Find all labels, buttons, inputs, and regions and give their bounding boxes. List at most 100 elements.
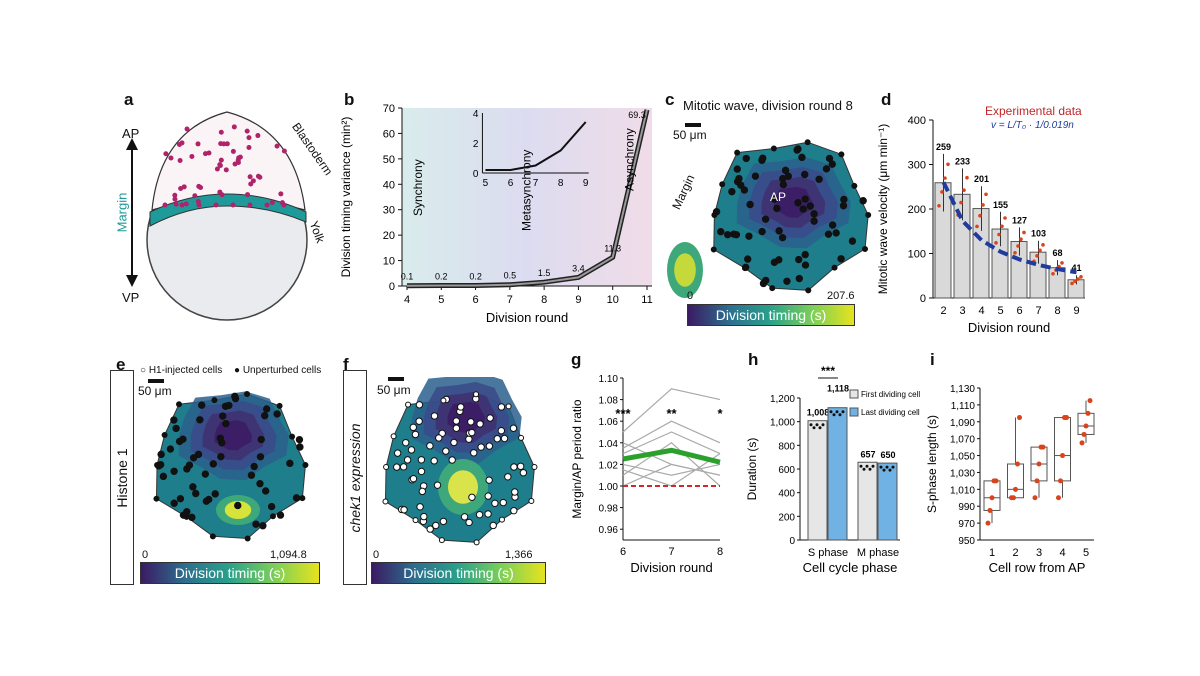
y-tick-label: 1.08	[599, 396, 619, 407]
x-tick-label: 9	[1073, 305, 1079, 317]
zone-asynchrony: Asynchrony	[622, 128, 636, 191]
y-tick-label: 200	[778, 512, 795, 523]
data-point	[809, 423, 813, 427]
data-label: 233	[955, 156, 970, 166]
chart-g: 0.96 0.98 1.00 1.02 1.04 1.06 1.08 1.10 6 *** 7 ** 8…	[570, 374, 723, 575]
data-point	[882, 468, 886, 472]
x-tick-label: 4	[1059, 547, 1065, 559]
map-e-cell	[250, 462, 258, 471]
data-point	[984, 192, 988, 197]
map-f-cell	[485, 442, 494, 450]
x-axis-label: Cell row from AP	[989, 560, 1086, 575]
data-point	[981, 203, 985, 207]
data-point	[1019, 237, 1023, 242]
y-axis-label: Division timing variance (min²)	[339, 117, 353, 278]
map-f-cell	[403, 456, 412, 464]
legend-last: Last dividing cell	[861, 408, 920, 417]
x-axis-label: Division round	[968, 320, 1050, 335]
map-c-cell	[735, 174, 743, 183]
x-tick-label: 5	[997, 305, 1003, 317]
map-f-edge-cell	[383, 464, 390, 470]
cell-nucleus	[255, 133, 261, 139]
map-c-cell	[794, 145, 802, 153]
box	[1007, 463, 1024, 499]
y-axis-label: S-phase length (s)	[925, 415, 939, 513]
map-e-edge-cell	[183, 513, 190, 520]
y-tick-label: 970	[958, 519, 975, 530]
data-label: 0.1	[401, 272, 414, 282]
map-c-cell	[848, 237, 857, 245]
map-c-cell	[728, 187, 736, 196]
margin-nucleus	[179, 202, 185, 208]
panel-c: c Mitotic wave, division round 8 50 μm A…	[665, 90, 875, 335]
panel-d-label: d	[881, 90, 892, 109]
map-c-cell	[737, 181, 745, 189]
map-f-cell	[497, 403, 506, 411]
cell-nucleus	[269, 199, 275, 205]
data-point	[943, 176, 947, 180]
map-f-cell	[470, 449, 478, 457]
y-tick-label: 0	[389, 281, 395, 293]
individual-line	[622, 463, 721, 476]
variance-line	[406, 109, 648, 287]
y-tick-label: 400	[778, 489, 795, 500]
inset-x-tick: 9	[583, 178, 589, 189]
cell-nucleus	[246, 135, 252, 141]
cell-nucleus	[189, 153, 195, 159]
inset-x-tick: 5	[483, 178, 489, 189]
data-point	[1076, 277, 1080, 281]
cbar-min-e: 0	[142, 549, 149, 561]
y-tick-label: 0	[920, 293, 926, 305]
margin-nucleus	[196, 202, 202, 208]
map-e-cell	[296, 443, 304, 451]
x-tick-label: 2	[940, 305, 946, 317]
map-f-cell	[504, 473, 512, 481]
map-f-cell	[468, 493, 476, 501]
map-e-cell	[211, 490, 219, 498]
data-label: 0.2	[469, 271, 482, 281]
data-label: 68	[1052, 248, 1062, 258]
map-f-cell	[510, 506, 518, 515]
map-c-cell	[795, 255, 803, 264]
map-f-cell	[509, 424, 518, 432]
data-point	[862, 467, 866, 471]
data-point	[1003, 216, 1007, 220]
map-e-cell	[194, 450, 203, 459]
data-point	[985, 520, 991, 526]
map-e-cell	[292, 494, 301, 502]
map-f-cell	[426, 442, 434, 450]
map-c-cell	[799, 205, 807, 213]
map-f-edge-cell	[382, 498, 389, 505]
y-tick-label: 1,050	[950, 452, 975, 463]
map-f-edge-cell	[390, 433, 397, 440]
map-c-cell	[758, 156, 766, 164]
x-tick-label: 2	[1012, 547, 1018, 559]
cell-nucleus	[230, 148, 236, 154]
map-c-hot-inner	[674, 253, 696, 287]
cell-nucleus	[278, 191, 284, 197]
y-tick-label: 1,130	[950, 384, 975, 395]
data-point	[994, 241, 998, 245]
map-c-cell	[733, 165, 741, 173]
map-f-cell	[417, 467, 426, 476]
cell-nucleus	[281, 148, 287, 154]
panel-e-label: e	[116, 355, 126, 374]
map-c-cell	[717, 227, 725, 236]
map-e-cell	[286, 459, 294, 468]
duration-bar	[807, 420, 828, 541]
map-e-cell	[176, 494, 185, 503]
inset-y-tick: 0	[473, 169, 479, 180]
inset-y-tick: 4	[473, 109, 479, 120]
map-c-cell	[732, 230, 741, 239]
x-tick-label: 11	[641, 294, 652, 306]
map-f-cell	[484, 492, 492, 500]
inset-x-tick: 6	[508, 178, 514, 189]
y-tick-label: 1.06	[599, 417, 619, 428]
map-e-edge-cell	[299, 495, 306, 502]
data-point	[937, 203, 941, 208]
y-tick-label: 50	[383, 154, 395, 166]
map-c-cell	[832, 229, 840, 237]
cell-nucleus	[178, 185, 184, 191]
map-e-edge-cell	[302, 462, 309, 468]
data-point	[1081, 431, 1087, 437]
